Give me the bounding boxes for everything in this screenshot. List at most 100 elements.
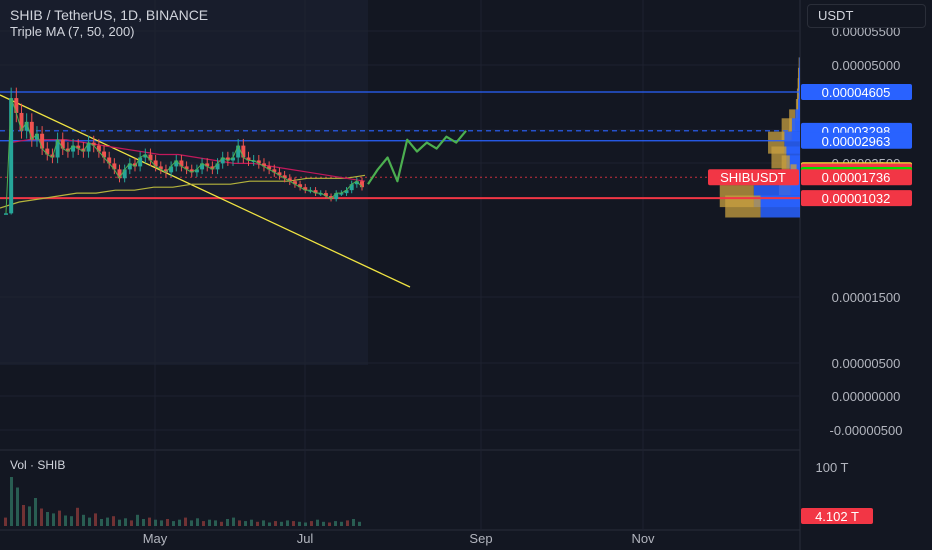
volume-bar-46 <box>280 521 283 526</box>
volume-bar-41 <box>250 519 253 526</box>
candle-body-33 <box>174 160 179 167</box>
candle-body-68 <box>354 181 359 185</box>
time-axis: May Jul Sep Nov <box>143 531 655 546</box>
volume-bar-5 <box>34 498 37 526</box>
volume-bar-33 <box>202 521 205 526</box>
indicator-label[interactable]: Triple MA (7, 50, 200) <box>10 24 135 39</box>
volume-bar-18 <box>112 516 115 526</box>
volume-bar-59 <box>358 521 361 526</box>
volume-bar-29 <box>178 519 181 526</box>
candle-body-58 <box>303 187 308 191</box>
candle-body-40 <box>210 166 215 170</box>
candle-body-5 <box>29 121 34 140</box>
time-label-3: Nov <box>631 531 655 546</box>
candle-body-60 <box>313 190 318 194</box>
volume-bar-51 <box>310 521 313 526</box>
volume-current-label: 4.102 T <box>815 509 859 524</box>
volume-bar-14 <box>88 517 91 526</box>
volume-bar-55 <box>334 521 337 526</box>
level-label-2: 0.00002963 <box>801 132 912 149</box>
price-tick-1: 0.00005000 <box>832 58 901 73</box>
price-tick-6: 0.00000000 <box>832 389 901 404</box>
volume-bar-22 <box>136 514 139 526</box>
volume-bar-25 <box>154 519 157 526</box>
candle-body-20 <box>107 157 112 164</box>
candle-body-8 <box>45 148 50 155</box>
volume-bar-27 <box>166 519 169 526</box>
volume-bar-19 <box>118 519 121 526</box>
volume-bar-40 <box>244 521 247 526</box>
volume-bar-16 <box>100 519 103 526</box>
volume-bar-3 <box>22 505 25 526</box>
candle-body-10 <box>55 139 60 158</box>
volume-bar-0 <box>4 517 7 526</box>
candle-body-25 <box>132 163 137 167</box>
candle-body-52 <box>272 169 277 173</box>
candle-body-65 <box>339 193 344 195</box>
horizontal-levels <box>0 91 800 200</box>
candle-body-47 <box>246 157 251 161</box>
volume-bar-11 <box>70 516 73 526</box>
symbol-tag-text: SHIBUSDT <box>720 170 786 185</box>
volume-bar-49 <box>298 521 301 526</box>
candle-body-32 <box>169 166 174 173</box>
volume-bar-38 <box>232 517 235 526</box>
trendline <box>0 94 411 288</box>
candle-body-23 <box>122 169 127 179</box>
highlight-range <box>0 0 368 365</box>
volume-label[interactable]: Vol · SHIB <box>10 458 66 472</box>
projection-path <box>367 130 467 185</box>
profile-blue-6 <box>791 118 800 141</box>
candle-body-22 <box>117 169 122 179</box>
currency-button[interactable]: USDT <box>807 4 926 28</box>
time-label-1: Jul <box>297 531 314 546</box>
candle-body-24 <box>127 163 132 170</box>
volume-bar-35 <box>214 520 217 526</box>
candle-body-15 <box>81 148 86 152</box>
volume-bar-43 <box>262 520 265 526</box>
volume-bar-53 <box>322 521 325 526</box>
candle-body-29 <box>153 160 158 167</box>
candle-body-46 <box>241 145 246 158</box>
candle-body-36 <box>189 169 194 173</box>
candle-body-4 <box>24 121 29 131</box>
level-label-text-0: 0.00004605 <box>822 85 891 100</box>
candle-body-50 <box>261 163 266 167</box>
ma7-line <box>5 97 363 214</box>
candle-body-26 <box>138 157 143 167</box>
volume-bar-31 <box>190 520 193 526</box>
volume-bar-28 <box>172 521 175 526</box>
candle-body-34 <box>179 160 184 167</box>
volume-bar-10 <box>64 515 67 526</box>
profile-blue-13 <box>760 195 800 218</box>
candle-body-12 <box>65 148 70 152</box>
volume-bar-1 <box>10 477 13 526</box>
candle-body-66 <box>344 190 349 194</box>
level-label-text-7: 0.00001032 <box>822 191 891 206</box>
candle-body-17 <box>91 142 96 146</box>
profile-gold-6 <box>781 118 792 141</box>
candle-body-13 <box>71 145 76 152</box>
chart-title: SHIB / TetherUS, 1D, BINANCE <box>10 7 209 23</box>
candle-body-31 <box>163 169 168 173</box>
volume-bar-30 <box>184 517 187 526</box>
volume-bar-42 <box>256 521 259 526</box>
volume-scale-label: 100 T <box>815 460 848 475</box>
volume-bar-45 <box>274 521 277 526</box>
price-tick-7: -0.00000500 <box>829 423 902 438</box>
candle-body-39 <box>205 163 210 167</box>
candle-body-19 <box>102 151 107 158</box>
volume-bar-21 <box>130 520 133 526</box>
volume-bar-9 <box>58 510 61 526</box>
volume-bar-44 <box>268 522 271 526</box>
volume-bar-26 <box>160 520 163 526</box>
candle-body-55 <box>287 178 292 182</box>
volume-current-tag: 4.102 T <box>801 508 873 524</box>
candle-body-42 <box>220 157 225 164</box>
ma50-line <box>9 139 366 182</box>
candle-body-49 <box>256 160 261 164</box>
volume-bar-34 <box>208 519 211 526</box>
volume-bar-20 <box>124 518 127 526</box>
candle-body-18 <box>96 145 101 152</box>
